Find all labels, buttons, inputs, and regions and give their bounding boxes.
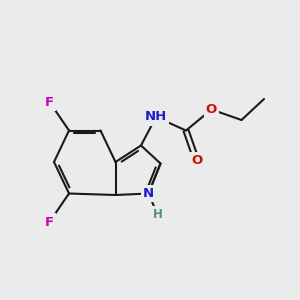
Text: NH: NH (145, 110, 167, 124)
Text: F: F (45, 95, 54, 109)
Text: O: O (191, 154, 202, 167)
Text: O: O (206, 103, 217, 116)
Text: F: F (45, 215, 54, 229)
Text: N: N (143, 187, 154, 200)
Text: H: H (153, 208, 162, 221)
